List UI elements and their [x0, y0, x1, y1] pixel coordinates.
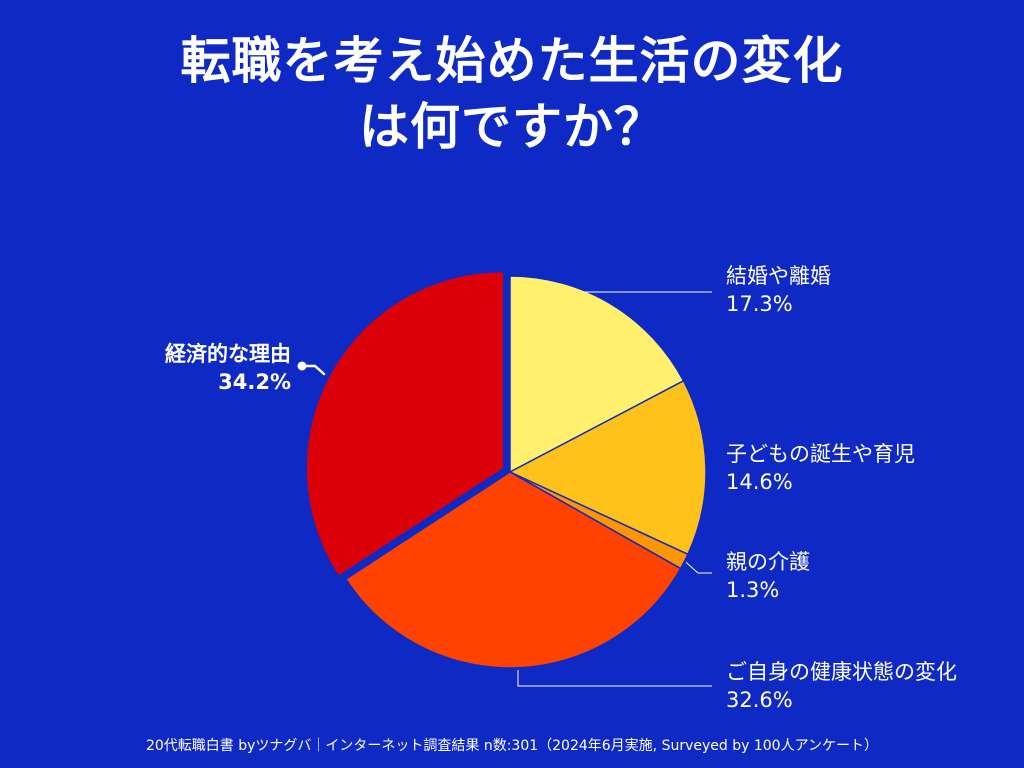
- pie-slice-marriage: [509, 275, 685, 474]
- label-nursing-care: 親の介護 1.3%: [726, 548, 810, 604]
- chart-title: 転職を考え始めた生活の変化 は何ですか？: [0, 28, 1024, 160]
- label-nursing-care-value: 1.3%: [726, 578, 780, 602]
- label-childcare-name: 子どもの誕生や育児: [726, 442, 915, 466]
- label-marriage-value: 17.3%: [726, 292, 793, 316]
- chart-title-line-1: 転職を考え始めた生活の変化: [180, 32, 844, 90]
- label-marriage-name: 結婚や離婚: [726, 264, 831, 288]
- label-health: ご自身の健康状態の変化 32.6%: [726, 658, 957, 714]
- label-health-value: 32.6%: [726, 688, 793, 712]
- leader-line-health: [517, 670, 712, 687]
- label-economic-value: 34.2%: [218, 370, 291, 394]
- label-health-name: ご自身の健康状態の変化: [726, 660, 957, 684]
- leader-line-nursing-care: [685, 562, 712, 574]
- label-economic-name: 経済的な理由: [165, 342, 291, 366]
- label-marriage: 結婚や離婚 17.3%: [726, 262, 831, 318]
- footer-source: 20代転職白書 byツナグバ｜インターネット調査結果 n数:301（2024年6…: [145, 738, 879, 754]
- label-childcare: 子どもの誕生や育児 14.6%: [726, 440, 915, 496]
- pie-slice-childcare: [508, 379, 707, 556]
- label-nursing-care-name: 親の介護: [726, 550, 810, 574]
- pie-slice-health: [344, 471, 682, 669]
- label-economic: 経済的な理由 34.2%: [165, 340, 291, 396]
- pie-slice-economic: [306, 272, 503, 576]
- label-childcare-value: 14.6%: [726, 470, 793, 494]
- chart-title-line-2: は何ですか？: [359, 98, 665, 156]
- leader-line-economic: [300, 364, 326, 376]
